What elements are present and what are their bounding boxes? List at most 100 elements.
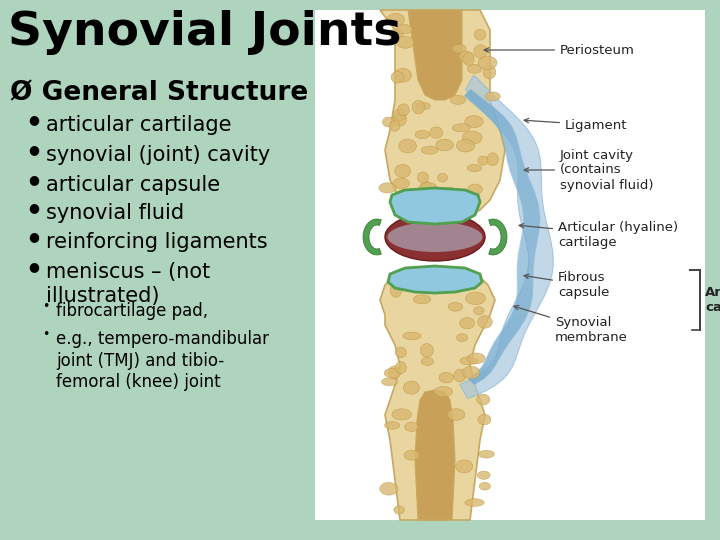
Ellipse shape (459, 51, 473, 62)
Ellipse shape (462, 131, 482, 144)
Text: •: • (42, 300, 50, 313)
Ellipse shape (463, 52, 474, 66)
Ellipse shape (477, 394, 490, 405)
Ellipse shape (399, 139, 416, 153)
Ellipse shape (483, 65, 496, 79)
Ellipse shape (466, 292, 485, 305)
Text: ●: ● (28, 230, 39, 243)
Ellipse shape (460, 357, 478, 365)
Ellipse shape (416, 103, 431, 110)
Ellipse shape (462, 366, 480, 379)
Polygon shape (390, 188, 480, 224)
Ellipse shape (438, 173, 448, 182)
Ellipse shape (477, 471, 490, 480)
Ellipse shape (454, 369, 466, 382)
Ellipse shape (384, 422, 400, 429)
Ellipse shape (439, 372, 454, 383)
Ellipse shape (389, 29, 403, 38)
Polygon shape (489, 219, 507, 255)
Ellipse shape (434, 387, 453, 397)
Text: Articular (hyaline)
cartilage: Articular (hyaline) cartilage (519, 221, 678, 249)
Polygon shape (380, 267, 495, 520)
Ellipse shape (395, 164, 410, 178)
Text: Periosteum: Periosteum (484, 44, 635, 57)
Text: Ø General Structure: Ø General Structure (10, 80, 308, 106)
Ellipse shape (450, 95, 466, 104)
Ellipse shape (447, 409, 465, 420)
Ellipse shape (392, 409, 412, 420)
Text: ●: ● (28, 201, 39, 214)
Text: synovial fluid: synovial fluid (46, 203, 184, 223)
Text: synovial (joint) cavity: synovial (joint) cavity (46, 145, 270, 165)
Text: meniscus – (not
illustrated): meniscus – (not illustrated) (46, 262, 210, 306)
Ellipse shape (415, 131, 430, 139)
Ellipse shape (387, 222, 482, 252)
Ellipse shape (394, 506, 405, 514)
Ellipse shape (450, 279, 463, 292)
Ellipse shape (418, 172, 428, 183)
Text: fibrocartilage pad,: fibrocartilage pad, (56, 302, 208, 320)
Ellipse shape (430, 127, 443, 138)
Ellipse shape (421, 181, 432, 195)
Ellipse shape (421, 146, 438, 154)
Ellipse shape (474, 307, 484, 315)
Ellipse shape (412, 100, 425, 114)
Ellipse shape (477, 316, 492, 328)
Ellipse shape (382, 378, 397, 386)
Ellipse shape (382, 117, 395, 127)
Ellipse shape (456, 460, 472, 473)
Ellipse shape (394, 69, 411, 82)
Ellipse shape (420, 343, 433, 357)
Ellipse shape (452, 44, 467, 53)
Ellipse shape (444, 195, 463, 206)
Ellipse shape (379, 183, 396, 193)
Text: Articular
capsule: Articular capsule (705, 286, 720, 314)
Text: reinforcing ligaments: reinforcing ligaments (46, 232, 268, 252)
Polygon shape (408, 10, 462, 100)
Text: ●: ● (28, 260, 39, 273)
Ellipse shape (467, 184, 482, 194)
Ellipse shape (384, 368, 401, 378)
Text: Synovial
membrane: Synovial membrane (514, 306, 628, 344)
Text: Fibrous
capsule: Fibrous capsule (524, 271, 609, 299)
Text: ●: ● (28, 173, 39, 186)
Ellipse shape (388, 366, 400, 379)
Ellipse shape (464, 116, 483, 127)
Ellipse shape (448, 302, 463, 311)
Ellipse shape (403, 381, 420, 394)
Ellipse shape (474, 45, 487, 58)
Ellipse shape (394, 109, 406, 120)
Ellipse shape (421, 357, 433, 366)
Ellipse shape (452, 124, 470, 132)
Ellipse shape (395, 361, 406, 374)
Ellipse shape (413, 295, 431, 304)
Ellipse shape (474, 29, 486, 40)
Ellipse shape (460, 318, 474, 329)
Polygon shape (380, 10, 505, 217)
Ellipse shape (402, 332, 421, 340)
FancyBboxPatch shape (315, 10, 705, 520)
Ellipse shape (487, 153, 498, 166)
Ellipse shape (456, 334, 468, 342)
Ellipse shape (485, 92, 500, 101)
Ellipse shape (397, 24, 413, 34)
Ellipse shape (467, 164, 482, 172)
Ellipse shape (390, 121, 400, 131)
Ellipse shape (397, 190, 411, 204)
Text: e.g., tempero-mandibular
joint (TMJ) and tibio-
femoral (knee) joint: e.g., tempero-mandibular joint (TMJ) and… (56, 330, 269, 391)
Ellipse shape (390, 284, 402, 297)
Ellipse shape (397, 36, 414, 48)
Text: Synovial Joints: Synovial Joints (8, 10, 402, 55)
Ellipse shape (478, 414, 491, 425)
Ellipse shape (465, 498, 484, 507)
Ellipse shape (387, 14, 405, 26)
Ellipse shape (404, 450, 420, 460)
Ellipse shape (395, 347, 407, 357)
Polygon shape (460, 75, 553, 399)
Ellipse shape (393, 113, 407, 126)
Ellipse shape (440, 187, 458, 199)
Text: articular capsule: articular capsule (46, 175, 220, 195)
Text: •: • (42, 328, 50, 341)
Ellipse shape (467, 353, 485, 364)
Ellipse shape (478, 450, 495, 458)
